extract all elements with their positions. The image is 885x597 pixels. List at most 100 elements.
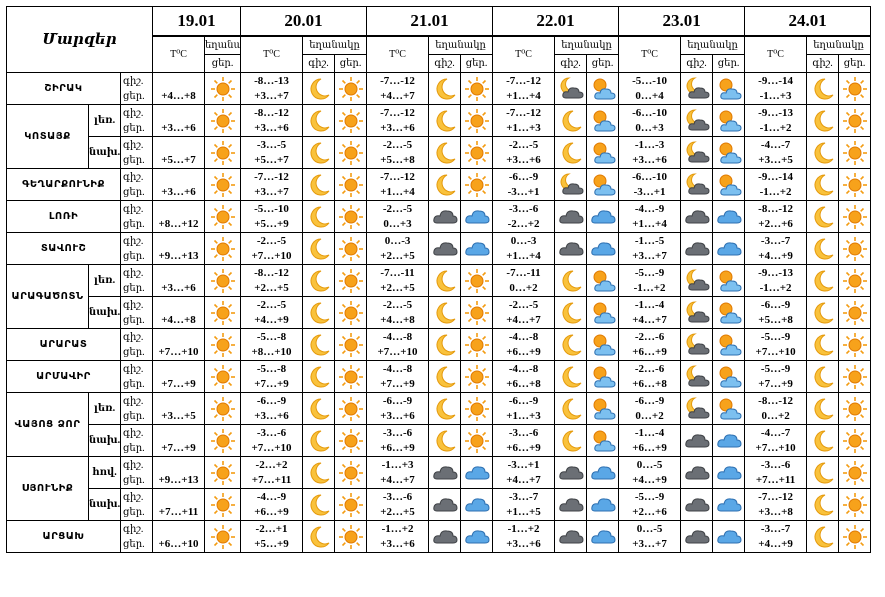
temperature-cell: -8…-12 0…+2: [744, 392, 808, 425]
day-label: ցեր.: [123, 506, 145, 518]
weather-icon: [842, 332, 867, 357]
weather-icon: [814, 398, 833, 419]
temp-header: T⁰C: [240, 35, 304, 73]
day-temp: +7…+10: [377, 345, 418, 358]
weather-icon: [210, 140, 235, 165]
day-temp: +7…+10: [251, 441, 292, 454]
weather-icon: [464, 465, 490, 479]
weather-icon: [432, 241, 458, 255]
day-temp: +2…+6: [632, 505, 667, 518]
weather-cell: [428, 456, 462, 489]
header-row: Մարզեր 19.01 20.01 21.01 22.01 23.01 24.01: [5, 6, 872, 73]
temperature-cell: -1…+2 +3…+6: [366, 520, 430, 553]
weather-icon: [842, 204, 867, 229]
table-row: ՎԱՅՈՑ ՁՈՐ լեռ. գիշ. ցեր. +3…+5 -6…-9 +3…+6 -6……: [6, 392, 872, 457]
temperature-cell: -7…-11 0…+2: [492, 264, 556, 297]
night-temp: -4…-8: [382, 362, 413, 375]
temperature-cell: 0…-3 +2…+5: [366, 232, 430, 265]
temperature-cell: -1…-4 +6…+9: [618, 424, 682, 457]
weather-cell: [428, 424, 462, 457]
temperature-cell: -8…-12 +2…+6: [744, 200, 808, 233]
weather-cell: [838, 392, 872, 425]
weather-cell: [712, 232, 746, 265]
night-temp: -8…-13: [254, 74, 289, 87]
weather-cell: [806, 296, 840, 329]
weather-icon: [338, 172, 363, 197]
table-row: ԱՐԱԳԱԾՈՏՆ լեռ. գիշ. ցեր. +3…+6 -8…-12 +2…+5 -7…: [6, 264, 872, 329]
day-temp: +3…+5: [161, 409, 196, 422]
temperature-cell: -7…-12 +1…+4: [366, 168, 430, 201]
region: ԱՐԱԳԱԾՈՏՆ: [6, 264, 89, 329]
weather-icon: [562, 366, 581, 387]
weather-icon: [814, 238, 833, 259]
night-temp: -3…-6: [508, 426, 539, 439]
weather-cell: [586, 296, 620, 329]
day-temp: -1…+2: [633, 281, 666, 294]
weather-icon: [842, 172, 867, 197]
weather-header: եղանակը: [680, 35, 746, 55]
weather-icon: [719, 142, 742, 163]
night-temp: -7…-11: [506, 266, 541, 279]
weather-cell: [554, 392, 588, 425]
night-temp: -3…-6: [508, 202, 539, 215]
day-temp: +3…+6: [161, 121, 196, 134]
night-temp: [154, 490, 204, 505]
night-label: գիշ.: [123, 75, 144, 87]
weather-icon: [436, 430, 455, 451]
weather-icon: [558, 241, 584, 255]
temperature-cell: -6…-9 +3…+6: [366, 392, 430, 425]
weather-icon: [814, 334, 833, 355]
weather-cell: [334, 392, 368, 425]
night-label: գիշ.: [123, 235, 144, 247]
temperature-cell: -2…-5 +7…+10: [240, 232, 304, 265]
temperature-cell: -2…-5 +4…+9: [240, 296, 304, 329]
weather-header: եղանակը: [428, 35, 494, 55]
temperature-cell: -7…-12 +3…+8: [744, 488, 808, 521]
weather-icon: [310, 78, 329, 99]
weather-cell: [554, 264, 588, 297]
day-temp: +4…+7: [380, 473, 415, 486]
temperature-cell: +7…+10: [152, 328, 206, 361]
night-temp: -4…-8: [508, 330, 539, 343]
weather-cell: [586, 72, 620, 105]
time-labels: գիշ. ցեր.: [119, 168, 154, 201]
night-label: գիշ.: [123, 203, 144, 215]
weather-cell: [460, 200, 494, 233]
temperature-cell: -2…-6 +6…+8: [618, 360, 682, 393]
weather-icon: [432, 497, 458, 511]
weather-cell: [428, 136, 462, 169]
weather-cell: [712, 264, 746, 297]
night-temp: [154, 170, 204, 185]
weather-cell: [680, 136, 714, 169]
temperature-cell: +9…+13: [152, 456, 206, 489]
weather-cell: [204, 104, 242, 137]
temperature-cell: -5…-8 +7…+9: [240, 360, 304, 393]
night-temp: -2…-5: [508, 298, 539, 311]
weather-cell: [712, 168, 746, 201]
night-temp: -5…-8: [256, 362, 287, 375]
day-temp: +7…+9: [161, 441, 196, 454]
temperature-cell: 0…-5 +3…+7: [618, 520, 682, 553]
temperature-cell: -3…-6 +6…+9: [492, 424, 556, 457]
weather-cell: [428, 72, 462, 105]
weather-icon: [210, 460, 235, 485]
temperature-cell: -5…-8 +8…+10: [240, 328, 304, 361]
weather-cell: [586, 104, 620, 137]
night-temp: -8…-12: [758, 202, 793, 215]
temperature-cell: -3…-7 +1…+5: [492, 488, 556, 521]
night-label: գիշ.: [123, 363, 144, 375]
night-temp: -3…-7: [508, 490, 539, 503]
weather-cell: [554, 456, 588, 489]
day-temp: +2…+6: [758, 217, 793, 230]
weather-cell: [806, 200, 840, 233]
weather-icon: [310, 526, 329, 547]
night-temp: [154, 202, 204, 217]
temperature-cell: -3…-6 +2…+5: [366, 488, 430, 521]
weather-icon: [338, 268, 363, 293]
day-temp: +9…+13: [158, 473, 199, 486]
temperature-cell: -2…-5 +4…+7: [492, 296, 556, 329]
weather-icon: [338, 460, 363, 485]
temperature-cell: -2…-6 +6…+9: [618, 328, 682, 361]
day-temp: +4…+9: [758, 537, 793, 550]
weather-cell: [428, 392, 462, 425]
